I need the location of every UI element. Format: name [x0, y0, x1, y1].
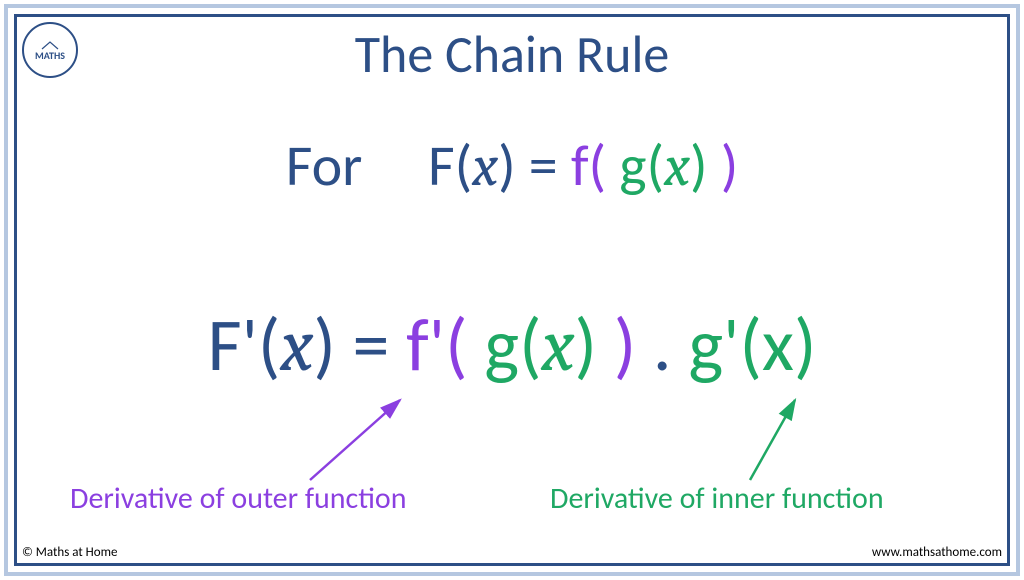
f-open: f(	[571, 130, 619, 201]
dot-operator: .	[636, 300, 688, 390]
x-var-3: x	[280, 303, 313, 389]
for-text: For	[286, 130, 363, 201]
website-text: www.mathsathome.com	[872, 545, 1002, 560]
g-open-2: g(	[484, 300, 541, 390]
x-var-2: x	[664, 133, 690, 200]
x-var: x	[472, 133, 498, 200]
page-title: The Chain Rule	[0, 22, 1024, 86]
annotation-inner: Derivative of inner function	[550, 480, 884, 517]
copyright-text: © Maths at Home	[22, 545, 117, 560]
fprime-open: f'(	[406, 300, 484, 390]
F-open: F(	[428, 130, 472, 201]
g-close-2: )	[575, 300, 597, 390]
Fprime-open: F'(	[208, 300, 281, 390]
fprime-close: )	[597, 300, 636, 390]
derivative-line: F'(x) = f'( g(x) ) . g'(x)	[0, 300, 1024, 390]
gprime: g'(x)	[688, 300, 816, 390]
g-open: g(	[619, 130, 664, 201]
f-close: )	[708, 130, 739, 201]
definition-line: For F(x) = f( g(x) )	[0, 130, 1024, 201]
F-close-eq: ) =	[498, 130, 571, 201]
Fprime-close-eq: ) =	[313, 300, 406, 390]
annotation-outer: Derivative of outer function	[70, 480, 407, 517]
g-close: )	[690, 130, 708, 201]
x-var-4: x	[542, 303, 575, 389]
